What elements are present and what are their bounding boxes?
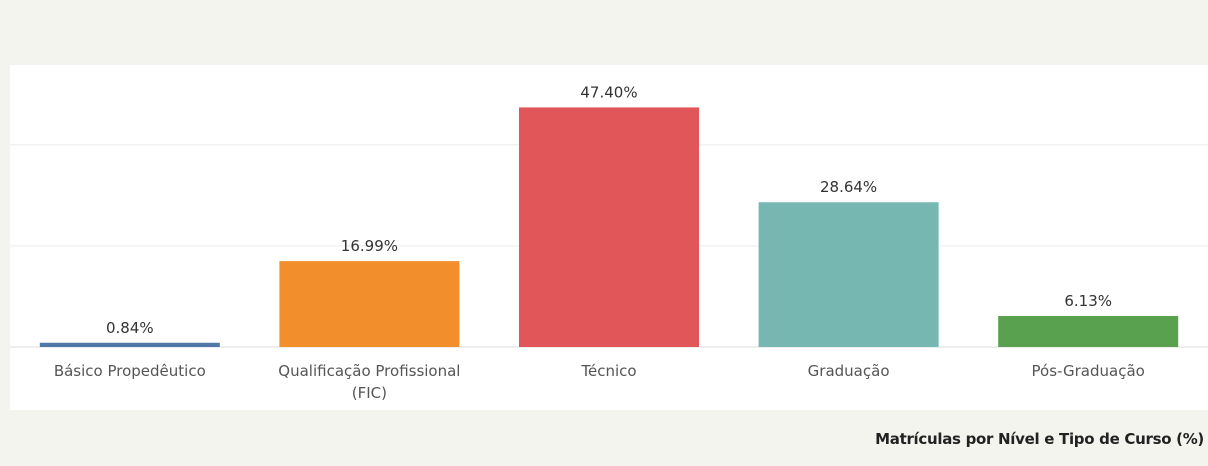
- x-tick-label: Pós-Graduação: [1031, 362, 1145, 380]
- value-label: 6.13%: [1064, 292, 1112, 310]
- x-tick-label: Básico Propedêutico: [53, 362, 206, 380]
- value-label: 0.84%: [106, 319, 154, 337]
- bar: [519, 107, 699, 347]
- value-label: 28.64%: [820, 178, 877, 196]
- bar: [39, 342, 220, 347]
- bar: [758, 202, 939, 347]
- chart-title: Matrículas por Nível e Tipo de Curso (%): [875, 430, 1204, 448]
- bar: [279, 261, 460, 347]
- value-label: 16.99%: [341, 237, 398, 255]
- x-tick-label: Técnico: [581, 362, 637, 380]
- value-label: 47.40%: [580, 83, 637, 101]
- x-tick-label: Graduação: [807, 362, 890, 380]
- bar: [998, 316, 1179, 347]
- x-tick-label: Qualificação Profissional (FIC): [278, 362, 461, 402]
